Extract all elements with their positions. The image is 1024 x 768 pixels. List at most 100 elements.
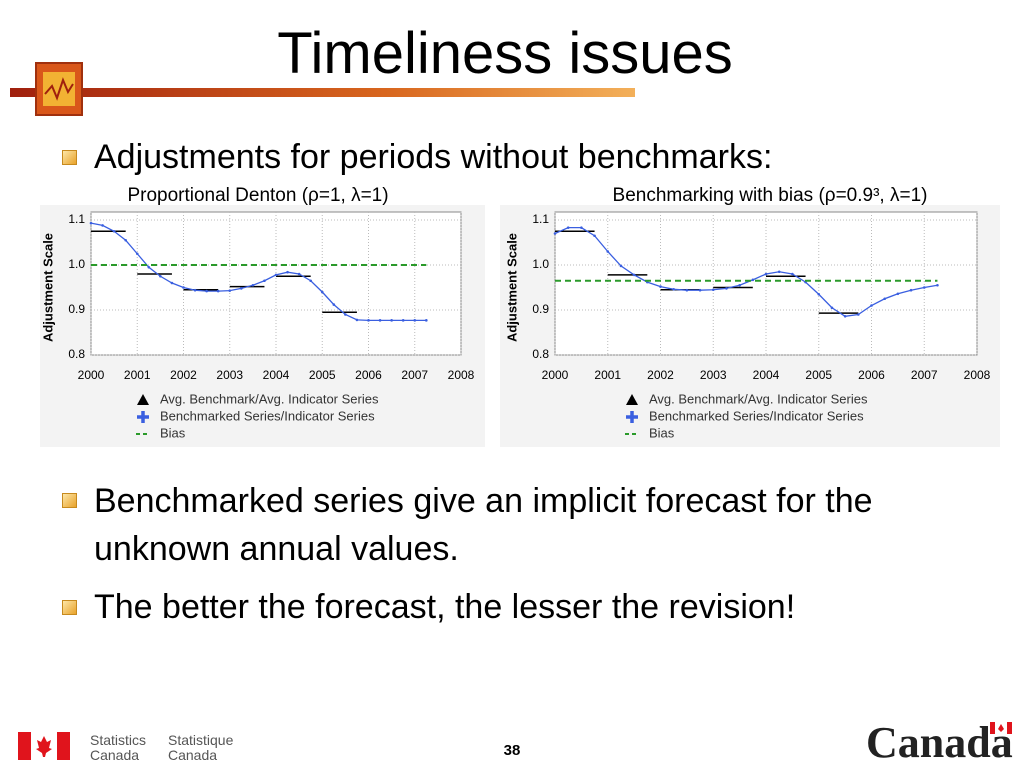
flag-band [1007, 722, 1012, 734]
legend-label: Avg. Benchmark/Avg. Indicator Series [160, 391, 379, 406]
header-bar [10, 88, 635, 97]
series-point [698, 288, 702, 292]
legend-icon [137, 411, 149, 423]
legend-label: Avg. Benchmark/Avg. Indicator Series [649, 391, 868, 406]
y-tick-label: 0.9 [68, 302, 85, 316]
agency-line: Canada [90, 747, 140, 763]
series-point [390, 319, 393, 322]
legend-label: Benchmarked Series/Indicator Series [160, 408, 375, 423]
series-point [817, 292, 821, 296]
chart-title: Benchmarking with bias (ρ=0.9³, λ=1) [613, 185, 928, 206]
agency-en: Statistics Canada [90, 733, 146, 763]
series-point [619, 264, 623, 268]
series-point [909, 288, 913, 292]
series-point [936, 283, 939, 287]
x-tick-label: 2007 [401, 368, 428, 382]
x-tick-label: 2002 [647, 368, 674, 382]
x-tick-label: 2005 [309, 368, 336, 382]
series-point [332, 303, 336, 306]
series-point [593, 234, 596, 238]
series-point [764, 272, 768, 276]
bullet-text: Adjustments for periods without benchmar… [94, 138, 773, 176]
series-point [659, 285, 662, 288]
slide-title: Timeliness issues [277, 21, 733, 86]
y-tick-label: 1.1 [68, 212, 85, 226]
agency-fr: Statistique Canada [168, 733, 233, 763]
wordmark: Canada [866, 718, 1013, 767]
series-point [425, 319, 428, 322]
series-point [725, 287, 728, 290]
y-tick-label: 0.9 [532, 302, 549, 316]
maple-leaf [998, 724, 1004, 732]
series-point [751, 278, 755, 282]
x-tick-label: 2001 [124, 368, 151, 382]
logo-glyph [43, 72, 75, 106]
wordmark-flag [990, 722, 1012, 734]
series-point [251, 283, 255, 287]
x-tick-label: 2006 [858, 368, 885, 382]
bullet-icon [62, 600, 77, 615]
x-tick-label: 2001 [594, 368, 621, 382]
series-point [355, 318, 359, 322]
y-axis-label: Adjustment Scale [40, 233, 55, 342]
series-point [922, 286, 926, 289]
series-point [672, 288, 675, 291]
bullet-text: The better the forecast, the lesser the … [94, 588, 796, 626]
series-point [830, 306, 834, 310]
series-point [263, 279, 266, 283]
series-point [124, 238, 127, 242]
bullet-icon [62, 493, 77, 508]
series-point [101, 224, 104, 227]
series-point [344, 313, 347, 316]
legend-icon [137, 394, 149, 405]
y-tick-label: 1.0 [68, 257, 85, 271]
legend-label: Bias [649, 425, 675, 440]
legend-icon [626, 411, 638, 423]
bullet-text: Benchmarked series give an implicit fore… [94, 482, 873, 568]
x-tick-label: 2004 [263, 368, 290, 382]
series-point [580, 226, 583, 229]
x-tick-label: 2008 [448, 368, 475, 382]
charts: Proportional Denton (ρ=1, λ=1) Adjustment… [40, 185, 1000, 447]
agency-line: Statistics [90, 732, 147, 748]
series-point [870, 304, 873, 307]
logo-line [44, 77, 74, 101]
series-point [170, 281, 174, 285]
series-point [553, 232, 557, 235]
agency-line: Canada [168, 747, 218, 763]
y-axis-label: Adjustment Scale [504, 233, 519, 342]
series-point [896, 292, 900, 296]
series-point [182, 286, 185, 289]
series-point [274, 273, 278, 277]
series-point [147, 265, 151, 269]
series-point [320, 290, 324, 294]
series-point [193, 288, 197, 292]
series-point [112, 229, 116, 233]
series-point [777, 270, 781, 274]
y-tick-label: 1.0 [532, 257, 549, 271]
series-point [205, 289, 208, 293]
legend-icon [626, 394, 638, 405]
y-tick-label: 0.8 [532, 347, 549, 361]
series-point [606, 250, 610, 253]
series-point [240, 287, 243, 290]
series-point [228, 289, 232, 292]
x-tick-label: 2003 [700, 368, 727, 382]
series-point [413, 319, 417, 322]
series-point [883, 297, 886, 301]
series-point [685, 288, 689, 292]
page-number: 38 [503, 742, 521, 759]
x-tick-label: 2008 [964, 368, 991, 382]
bullet-icon [62, 150, 77, 165]
flag-band [990, 722, 995, 734]
legend-label: Bias [160, 425, 186, 440]
series-point [367, 319, 370, 322]
x-tick-label: 2004 [753, 368, 780, 382]
series-point [632, 273, 636, 277]
x-tick-label: 2002 [170, 368, 197, 382]
flag-band [57, 732, 70, 760]
series-point [159, 274, 162, 278]
x-tick-label: 2005 [805, 368, 832, 382]
plot-area [554, 211, 978, 356]
